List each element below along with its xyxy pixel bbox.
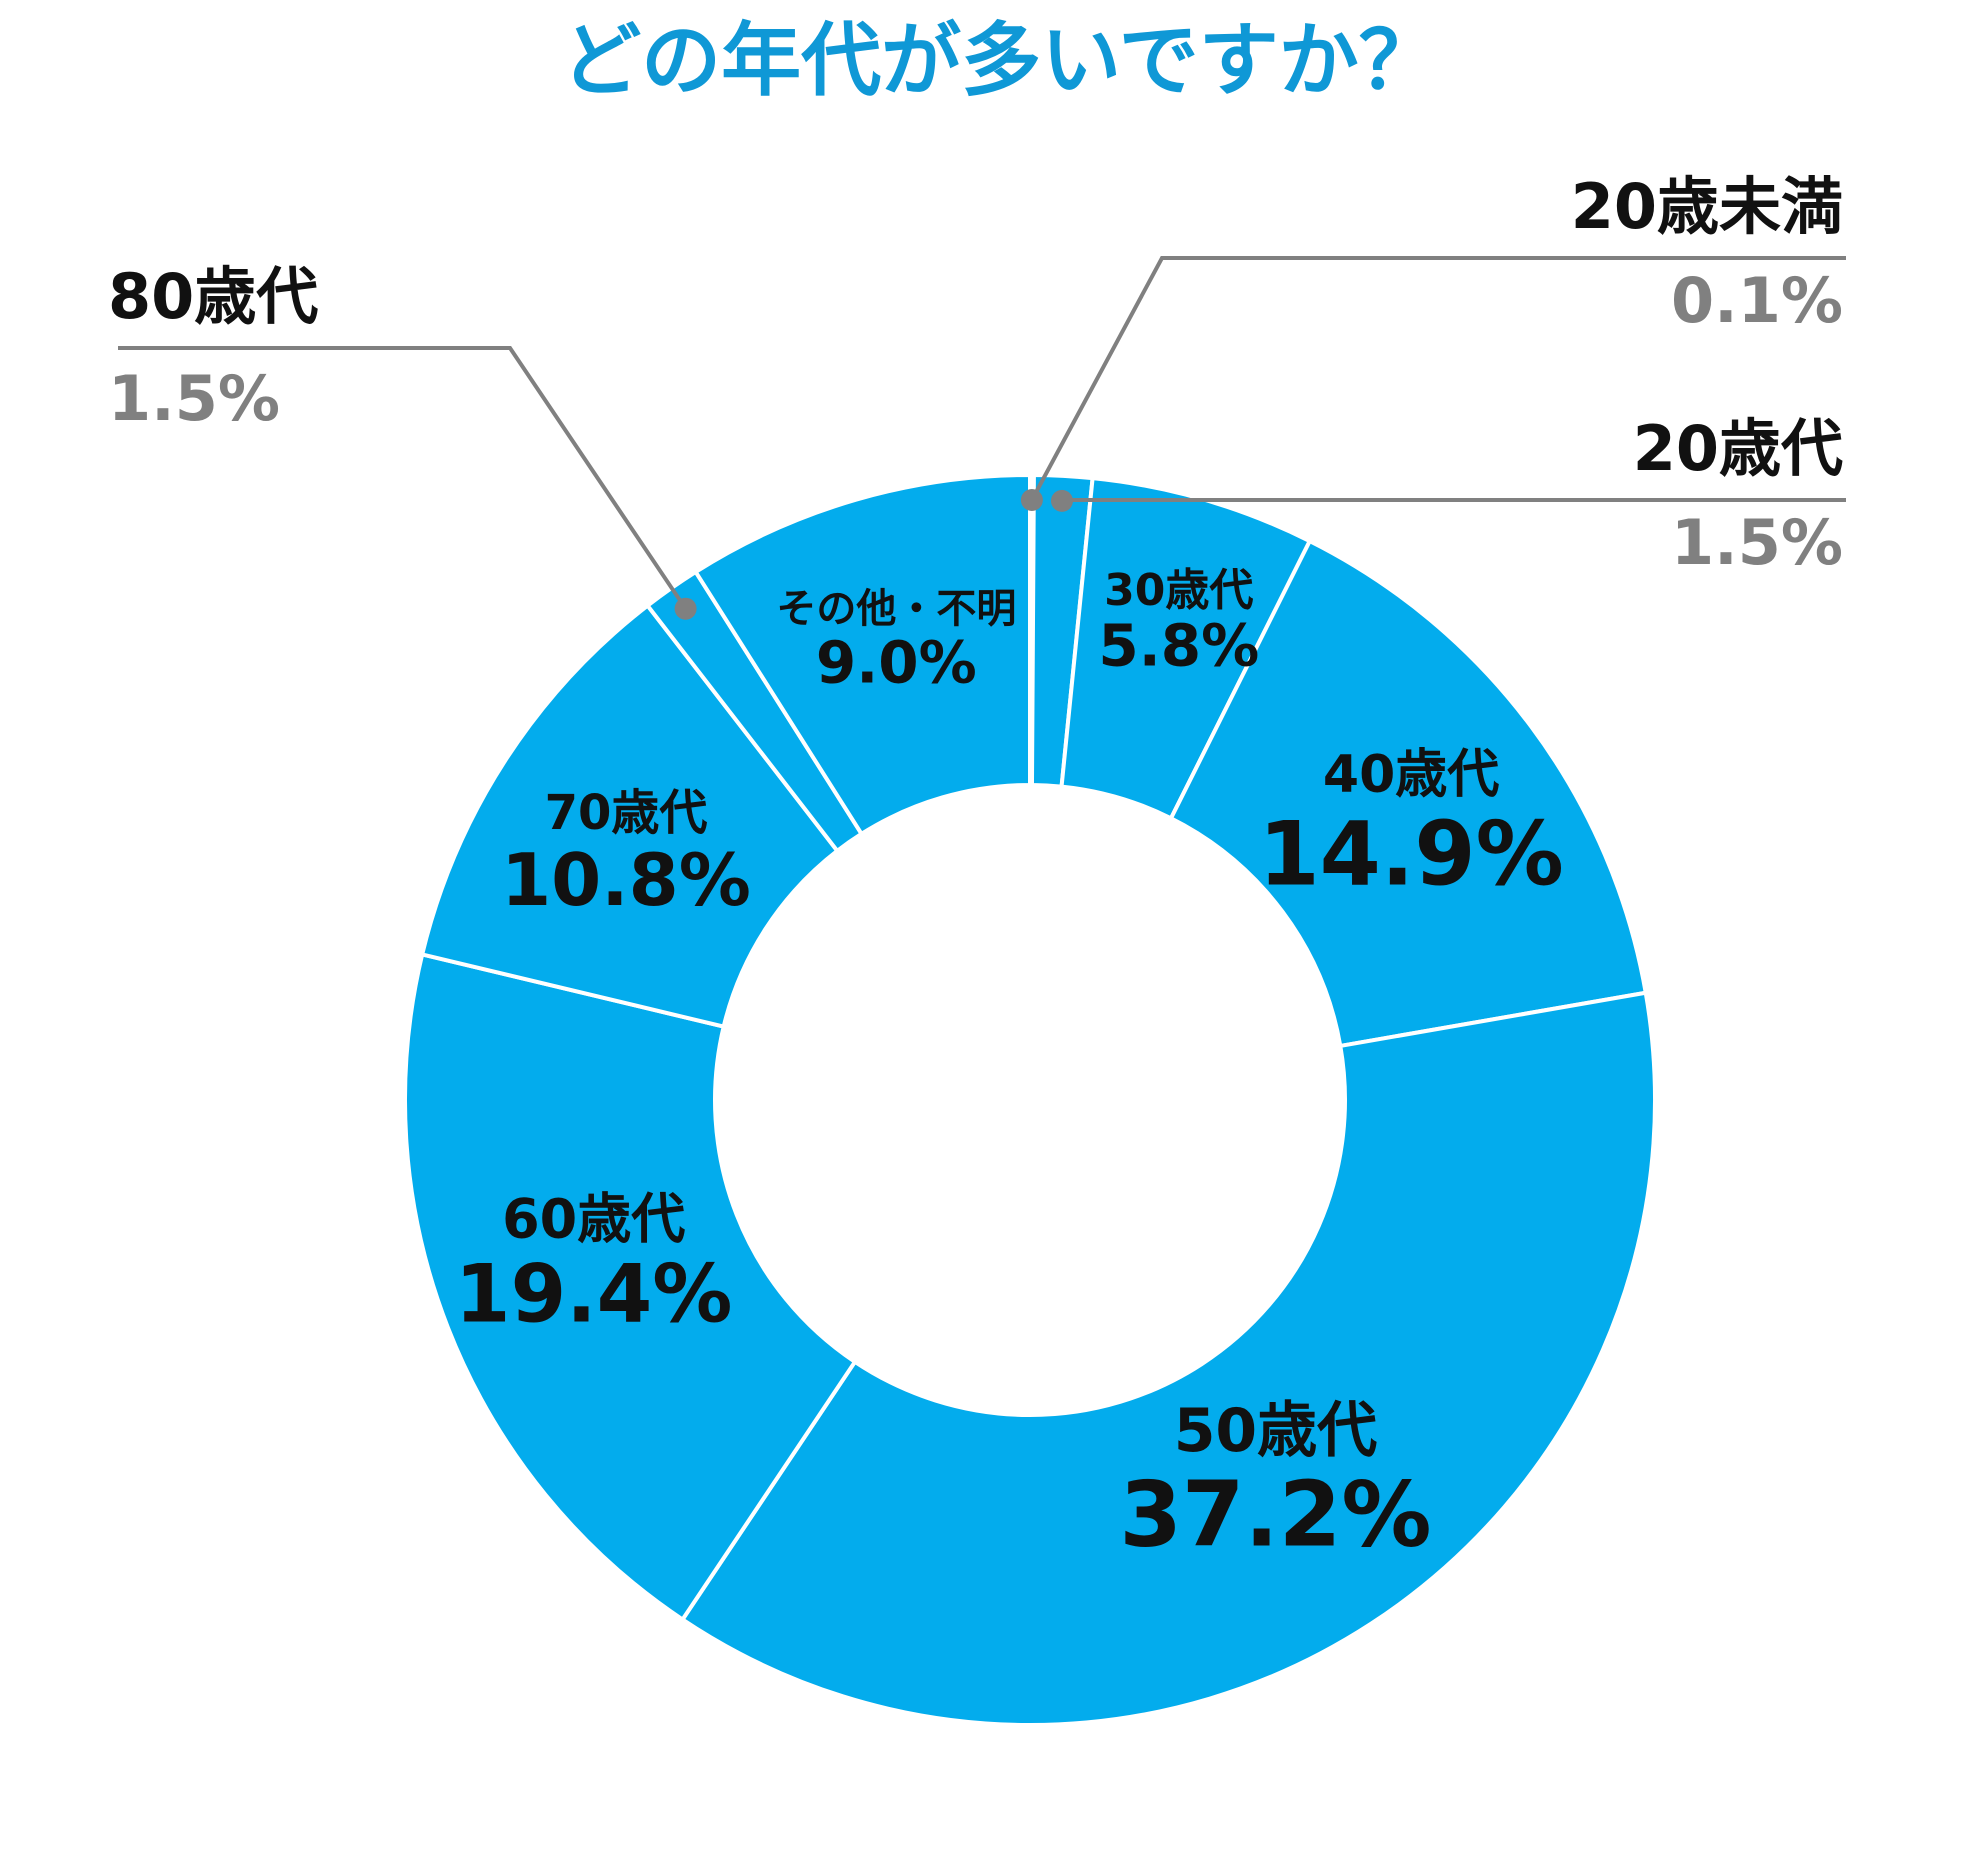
- slice-4: [1168, 538, 1649, 1049]
- slice-5: [679, 990, 1657, 1727]
- external-label-value: 1.5%: [1671, 506, 1843, 579]
- slice-label-name: 40歳代: [1323, 745, 1499, 805]
- slice-label-name: 50歳代: [1174, 1396, 1378, 1466]
- slice-label-name: 70歳代: [545, 785, 708, 841]
- external-label-value: 1.5%: [108, 362, 280, 435]
- external-label-value: 0.1%: [1671, 264, 1843, 337]
- slice-7: [419, 602, 841, 1030]
- external-label-name: 20歳代: [1633, 412, 1843, 485]
- slice-label-value: 9.0%: [816, 629, 977, 697]
- leader-line: [118, 346, 688, 610]
- slice-6: [403, 951, 858, 1623]
- slices-group: [403, 472, 1657, 1727]
- leader-lines-group: [118, 256, 1846, 620]
- slice-label-value: 5.8%: [1098, 612, 1259, 680]
- chart-title: どの年代が多いですか？: [561, 14, 1439, 107]
- leader-line: [1061, 498, 1846, 503]
- slice-label-value: 19.4%: [455, 1247, 733, 1340]
- leader-line: [1030, 256, 1846, 501]
- slice-label-value: 37.2%: [1119, 1462, 1431, 1567]
- external-label-name: 20歳未満: [1571, 170, 1843, 243]
- slice-label-name: 60歳代: [502, 1187, 685, 1250]
- slice-9: [692, 472, 1032, 837]
- slice-label-name: 30歳代: [1104, 565, 1253, 616]
- slice-label-value: 14.9%: [1258, 802, 1563, 905]
- external-label-name: 80歳代: [108, 260, 318, 333]
- slice-label-value: 10.8%: [501, 838, 751, 922]
- slice-label-name: その他・不明: [776, 586, 1016, 632]
